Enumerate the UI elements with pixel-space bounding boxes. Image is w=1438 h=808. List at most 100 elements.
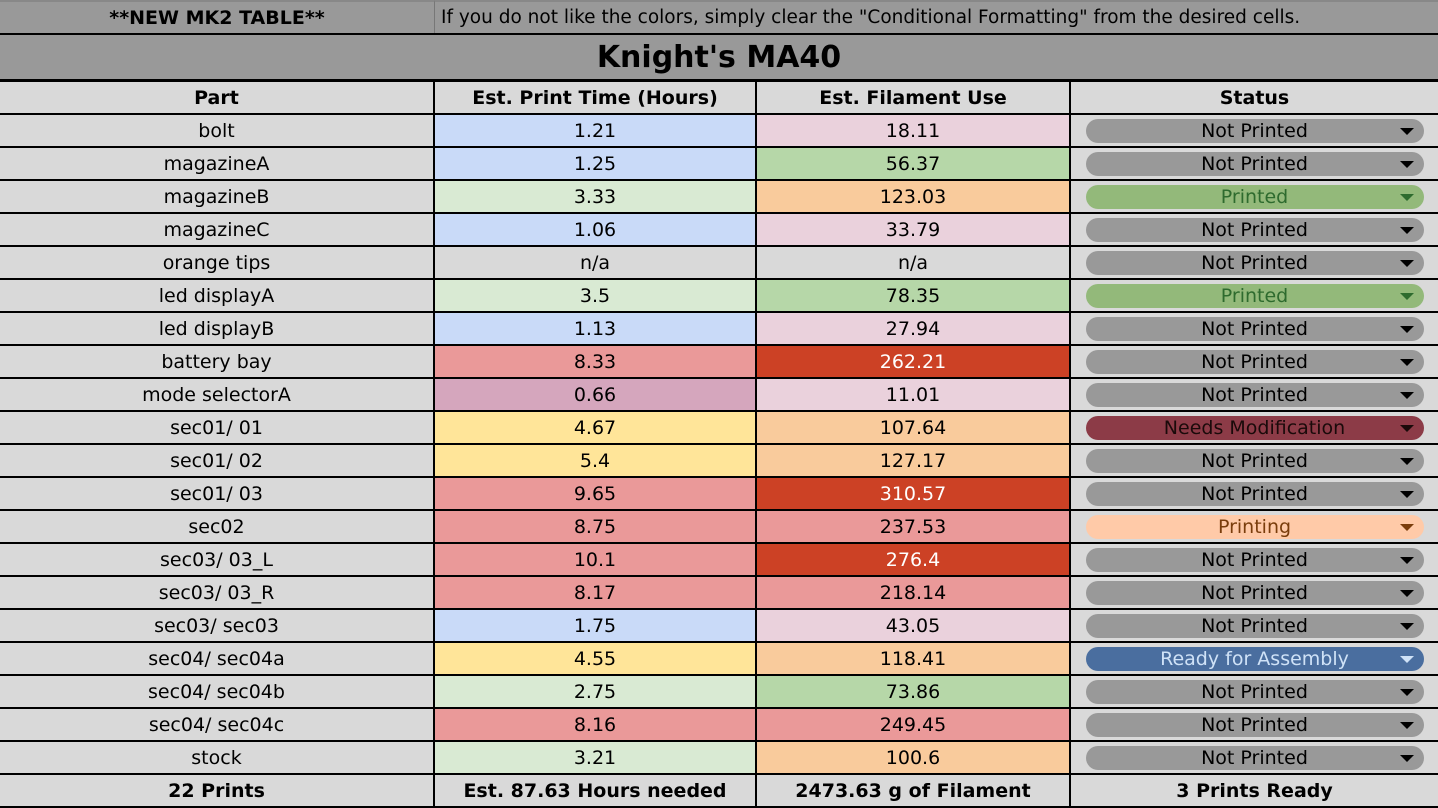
status-cell[interactable]: Not Printed bbox=[1071, 115, 1438, 148]
print-time-cell[interactable]: 4.67 bbox=[435, 412, 757, 445]
total-filament[interactable]: 2473.63 g of Filament bbox=[757, 775, 1071, 806]
status-dropdown[interactable]: Not Printed bbox=[1085, 448, 1424, 473]
banner-left-cell[interactable]: **NEW MK2 TABLE** bbox=[0, 0, 435, 33]
filament-cell[interactable]: 56.37 bbox=[757, 148, 1071, 181]
filament-cell[interactable]: 118.41 bbox=[757, 643, 1071, 676]
chevron-down-icon[interactable] bbox=[1399, 622, 1414, 630]
status-dropdown[interactable]: Ready for Assembly bbox=[1085, 646, 1424, 671]
part-cell[interactable]: sec03/ 03_L bbox=[0, 544, 435, 577]
filament-cell[interactable]: 276.4 bbox=[757, 544, 1071, 577]
status-cell[interactable]: Printed bbox=[1071, 280, 1438, 313]
status-cell[interactable]: Not Printed bbox=[1071, 247, 1438, 280]
status-cell[interactable]: Not Printed bbox=[1071, 610, 1438, 643]
filament-cell[interactable]: n/a bbox=[757, 247, 1071, 280]
part-cell[interactable]: sec01/ 03 bbox=[0, 478, 435, 511]
status-cell[interactable]: Not Printed bbox=[1071, 445, 1438, 478]
chevron-down-icon[interactable] bbox=[1399, 226, 1414, 234]
filament-cell[interactable]: 310.57 bbox=[757, 478, 1071, 511]
status-cell[interactable]: Not Printed bbox=[1071, 709, 1438, 742]
print-time-cell[interactable]: 5.4 bbox=[435, 445, 757, 478]
status-cell[interactable]: Not Printed bbox=[1071, 676, 1438, 709]
status-dropdown[interactable]: Not Printed bbox=[1085, 679, 1424, 704]
print-time-cell[interactable]: 10.1 bbox=[435, 544, 757, 577]
banner-note-cell[interactable]: If you do not like the colors, simply cl… bbox=[435, 0, 1438, 33]
print-time-cell[interactable]: 1.75 bbox=[435, 610, 757, 643]
status-dropdown[interactable]: Not Printed bbox=[1085, 613, 1424, 638]
print-time-cell[interactable]: n/a bbox=[435, 247, 757, 280]
part-cell[interactable]: sec04/ sec04c bbox=[0, 709, 435, 742]
status-cell[interactable]: Not Printed bbox=[1071, 742, 1438, 775]
filament-cell[interactable]: 11.01 bbox=[757, 379, 1071, 412]
part-cell[interactable]: sec01/ 02 bbox=[0, 445, 435, 478]
status-cell[interactable]: Not Printed bbox=[1071, 148, 1438, 181]
part-cell[interactable]: mode selectorA bbox=[0, 379, 435, 412]
status-cell[interactable]: Not Printed bbox=[1071, 544, 1438, 577]
filament-cell[interactable]: 100.6 bbox=[757, 742, 1071, 775]
part-cell[interactable]: sec04/ sec04b bbox=[0, 676, 435, 709]
header-part[interactable]: Part bbox=[0, 82, 435, 115]
filament-cell[interactable]: 43.05 bbox=[757, 610, 1071, 643]
print-time-cell[interactable]: 1.13 bbox=[435, 313, 757, 346]
status-dropdown[interactable]: Printing bbox=[1085, 514, 1424, 539]
chevron-down-icon[interactable] bbox=[1399, 523, 1414, 531]
status-dropdown[interactable]: Not Printed bbox=[1085, 151, 1424, 176]
status-dropdown[interactable]: Not Printed bbox=[1085, 250, 1424, 275]
chevron-down-icon[interactable] bbox=[1399, 655, 1414, 663]
print-time-cell[interactable]: 2.75 bbox=[435, 676, 757, 709]
print-time-cell[interactable]: 1.25 bbox=[435, 148, 757, 181]
chevron-down-icon[interactable] bbox=[1399, 688, 1414, 696]
chevron-down-icon[interactable] bbox=[1399, 358, 1414, 366]
filament-cell[interactable]: 218.14 bbox=[757, 577, 1071, 610]
chevron-down-icon[interactable] bbox=[1399, 325, 1414, 333]
status-cell[interactable]: Not Printed bbox=[1071, 346, 1438, 379]
header-print-time[interactable]: Est. Print Time (Hours) bbox=[435, 82, 757, 115]
chevron-down-icon[interactable] bbox=[1399, 391, 1414, 399]
print-time-cell[interactable]: 8.16 bbox=[435, 709, 757, 742]
chevron-down-icon[interactable] bbox=[1399, 721, 1414, 729]
status-dropdown[interactable]: Not Printed bbox=[1085, 118, 1424, 143]
part-cell[interactable]: bolt bbox=[0, 115, 435, 148]
chevron-down-icon[interactable] bbox=[1399, 754, 1414, 762]
status-dropdown[interactable]: Not Printed bbox=[1085, 580, 1424, 605]
print-time-cell[interactable]: 0.66 bbox=[435, 379, 757, 412]
chevron-down-icon[interactable] bbox=[1399, 457, 1414, 465]
status-dropdown[interactable]: Not Printed bbox=[1085, 349, 1424, 374]
chevron-down-icon[interactable] bbox=[1399, 259, 1414, 267]
filament-cell[interactable]: 33.79 bbox=[757, 214, 1071, 247]
chevron-down-icon[interactable] bbox=[1399, 160, 1414, 168]
part-cell[interactable]: sec04/ sec04a bbox=[0, 643, 435, 676]
part-cell[interactable]: orange tips bbox=[0, 247, 435, 280]
chevron-down-icon[interactable] bbox=[1399, 556, 1414, 564]
status-cell[interactable]: Not Printed bbox=[1071, 577, 1438, 610]
status-dropdown[interactable]: Not Printed bbox=[1085, 547, 1424, 572]
part-cell[interactable]: battery bay bbox=[0, 346, 435, 379]
part-cell[interactable]: sec03/ 03_R bbox=[0, 577, 435, 610]
chevron-down-icon[interactable] bbox=[1399, 292, 1414, 300]
status-cell[interactable]: Printing bbox=[1071, 511, 1438, 544]
part-cell[interactable]: sec02 bbox=[0, 511, 435, 544]
status-cell[interactable]: Needs Modification bbox=[1071, 412, 1438, 445]
prints-ready[interactable]: 3 Prints Ready bbox=[1071, 775, 1438, 806]
header-filament[interactable]: Est. Filament Use bbox=[757, 82, 1071, 115]
print-time-cell[interactable]: 8.75 bbox=[435, 511, 757, 544]
filament-cell[interactable]: 249.45 bbox=[757, 709, 1071, 742]
part-cell[interactable]: led displayB bbox=[0, 313, 435, 346]
filament-cell[interactable]: 73.86 bbox=[757, 676, 1071, 709]
print-time-cell[interactable]: 1.21 bbox=[435, 115, 757, 148]
filament-cell[interactable]: 27.94 bbox=[757, 313, 1071, 346]
part-cell[interactable]: magazineB bbox=[0, 181, 435, 214]
chevron-down-icon[interactable] bbox=[1399, 193, 1414, 201]
print-time-cell[interactable]: 1.06 bbox=[435, 214, 757, 247]
status-dropdown[interactable]: Not Printed bbox=[1085, 481, 1424, 506]
status-dropdown[interactable]: Needs Modification bbox=[1085, 415, 1424, 440]
print-time-cell[interactable]: 3.5 bbox=[435, 280, 757, 313]
status-dropdown[interactable]: Not Printed bbox=[1085, 382, 1424, 407]
status-dropdown[interactable]: Not Printed bbox=[1085, 745, 1424, 770]
status-cell[interactable]: Ready for Assembly bbox=[1071, 643, 1438, 676]
filament-cell[interactable]: 123.03 bbox=[757, 181, 1071, 214]
total-hours[interactable]: Est. 87.63 Hours needed bbox=[435, 775, 757, 806]
print-time-cell[interactable]: 3.33 bbox=[435, 181, 757, 214]
filament-cell[interactable]: 127.17 bbox=[757, 445, 1071, 478]
sheet-title[interactable]: Knight's MA40 bbox=[0, 35, 1438, 82]
status-cell[interactable]: Printed bbox=[1071, 181, 1438, 214]
